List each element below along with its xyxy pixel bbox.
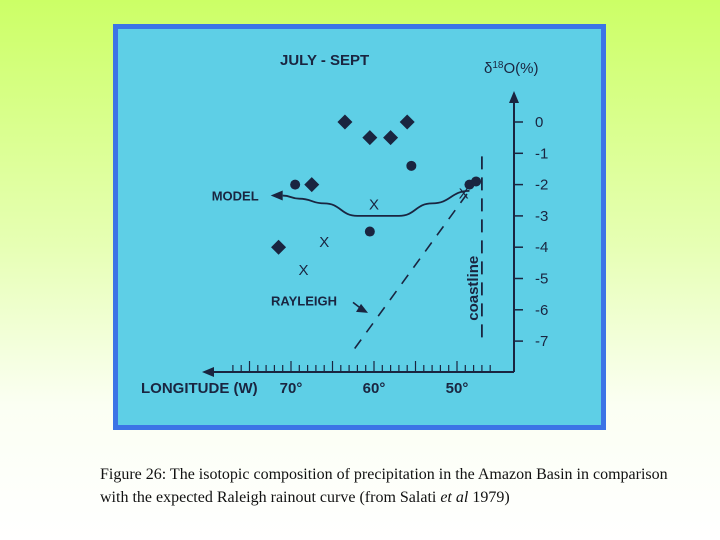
x-point: X (298, 262, 308, 279)
y-axis-label: δ18O(%) (484, 60, 538, 77)
circle-point (406, 160, 417, 171)
diamond-point (383, 130, 399, 146)
model-arrowhead (270, 190, 283, 201)
y-axis-arrowhead (509, 91, 519, 103)
diamond-point (399, 114, 415, 130)
y-tick-label: -6 (535, 302, 548, 319)
y-axis-label-rest: O(%) (503, 60, 538, 77)
tick-labels: 70° 60° 50° 0 -1 -2 -3 -4 -5 -6 -7 (280, 114, 549, 397)
caption-italic: et al (440, 489, 469, 506)
chart-title: JULY - SEPT (280, 52, 369, 69)
x-axis-arrowhead (202, 367, 214, 377)
circle-point (290, 179, 301, 190)
rayleigh-line (352, 193, 468, 351)
diamond-point (337, 114, 353, 130)
y-tick-label: -5 (535, 271, 548, 288)
y-tick-label: -3 (535, 208, 548, 225)
isotope-chart: JULY - SEPT δ18O(%) LONGITUDE (W) 70° 60°… (118, 29, 601, 425)
y-tick-label: -4 (535, 239, 548, 256)
caption-lead: Figure 26: The isotopic composition of p… (100, 466, 668, 506)
diamond-point (362, 130, 378, 146)
x-tick-label: 70° (280, 380, 303, 397)
figure-caption: Figure 26: The isotopic composition of p… (100, 463, 680, 509)
y-tick-label: -2 (535, 177, 548, 194)
y-tick-label: -1 (535, 145, 548, 162)
diamond-point (271, 239, 287, 255)
x-point: X (319, 234, 329, 251)
model-curve (282, 189, 470, 217)
annotations: coastline MODEL RAYLEIGH (212, 156, 483, 351)
y-axis-label-sup: 18 (492, 60, 504, 71)
y-axis-label-symbol: δ (484, 60, 492, 77)
x-tick-label: 50° (446, 380, 469, 397)
rayleigh-label: RAYLEIGH (271, 293, 337, 308)
y-tick-label: 0 (535, 114, 543, 131)
x-tick-label: 60° (363, 380, 386, 397)
axes (202, 91, 519, 377)
x-point: X (369, 196, 379, 213)
figure-frame: JULY - SEPT δ18O(%) LONGITUDE (W) 70° 60°… (113, 24, 606, 430)
x-point: X (459, 185, 469, 202)
y-tick-label: -7 (535, 333, 548, 350)
rayleigh-pointer-head (356, 303, 368, 313)
circle-point (364, 226, 375, 237)
tick-marks (232, 121, 523, 372)
coastline-label: coastline (465, 256, 482, 321)
diamond-point (304, 177, 320, 193)
caption-tail: 1979) (468, 489, 510, 506)
circle-point (471, 176, 482, 187)
x-axis-label: LONGITUDE (W) (141, 380, 258, 397)
model-label: MODEL (212, 189, 259, 204)
